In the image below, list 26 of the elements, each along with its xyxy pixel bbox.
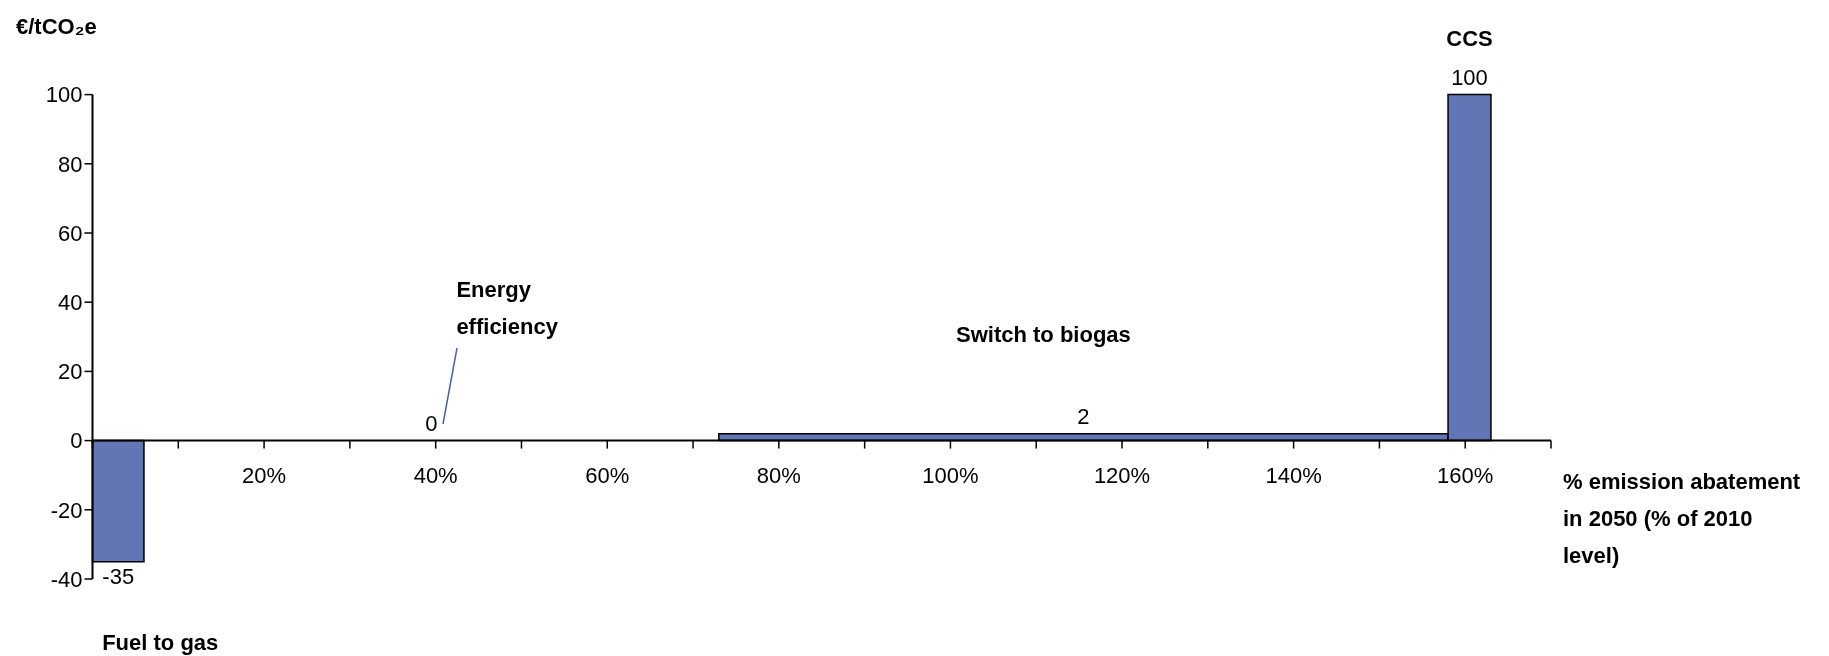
data-label: 0 — [425, 410, 438, 437]
y-tick-label: -40 — [50, 566, 83, 592]
data-label: -35 — [102, 563, 135, 590]
text: CCS — [1446, 24, 1493, 53]
x-tick-label: 60% — [585, 462, 630, 488]
y-tick-label: 80 — [58, 151, 83, 177]
x-tick-label: 20% — [242, 462, 287, 488]
annotation: Switch to biogas — [956, 320, 1131, 349]
y-tick-label: 60 — [58, 220, 83, 246]
x-tick-label: 100% — [922, 462, 979, 488]
text: Fuel to gas — [102, 628, 219, 656]
x-tick-label: 40% — [413, 462, 458, 488]
y-tick-label: 0 — [70, 428, 83, 454]
x-tick-label: 160% — [1437, 462, 1494, 488]
y-tick-label: 40 — [58, 290, 83, 316]
y-axis-title: €/tCO₂e — [16, 14, 97, 40]
x-tick-label: 140% — [1265, 462, 1322, 488]
x-tick-label: 120% — [1093, 462, 1151, 488]
y-tick-label: -20 — [50, 497, 83, 523]
x-tick-label: 80% — [756, 462, 801, 488]
data-label: 100 — [1451, 64, 1488, 91]
data-label: 2 — [1077, 403, 1090, 430]
y-tick-label: 100 — [45, 82, 83, 108]
annotation: Energy efficiency — [456, 275, 559, 341]
y-tick-label: 20 — [58, 359, 83, 385]
x-axis-title: % emission abatement in 2050 (% of 2010 level) — [1563, 467, 1802, 570]
